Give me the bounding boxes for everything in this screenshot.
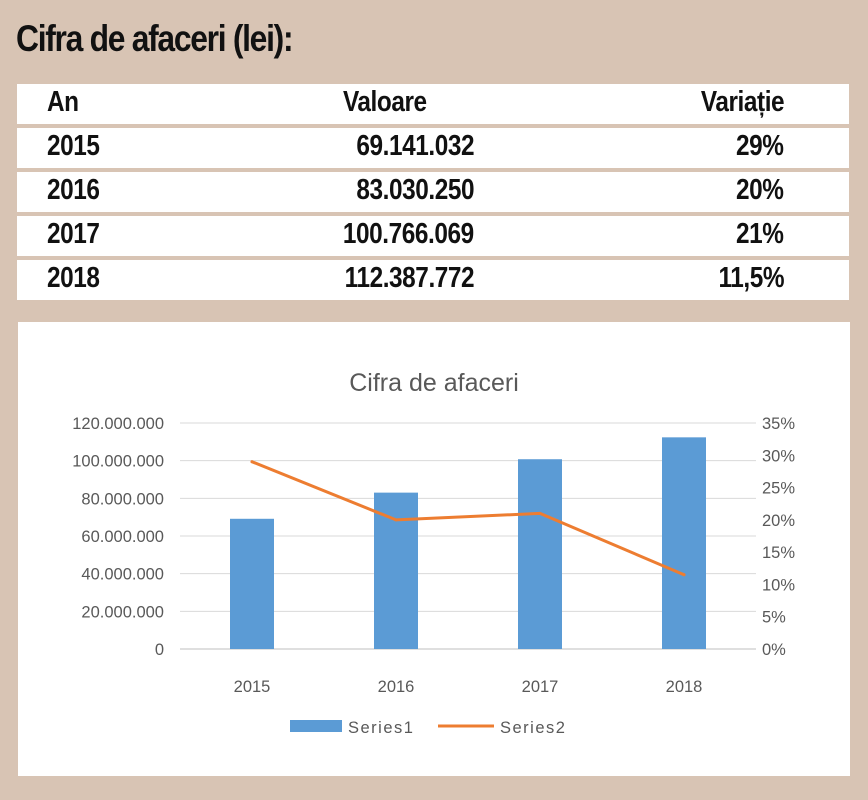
- cell-value: 83.030.250: [356, 174, 474, 206]
- table-row: 2017 100.766.069 21%: [17, 216, 849, 256]
- x-tick-label: 2015: [234, 678, 271, 696]
- y-tick-label: 100.000.000: [72, 453, 164, 471]
- y2-tick-label: 25%: [762, 480, 795, 498]
- cell-year: 2015: [47, 130, 100, 162]
- legend-series1-swatch: [290, 720, 342, 732]
- table-row: 2018 112.387.772 11,5%: [17, 260, 849, 300]
- y2-tick-label: 10%: [762, 576, 795, 594]
- y2-tick-label: 30%: [762, 447, 795, 465]
- y-tick-label: 60.000.000: [81, 528, 164, 546]
- header-variation: Variație: [700, 86, 785, 118]
- data-table: An Valoare Variație 2015 69.141.032 29% …: [17, 84, 849, 304]
- chart-container: Cifra de afaceri 0 20.000.000 40.000.000 60.…: [18, 322, 850, 776]
- y2-tick-label: 20%: [762, 512, 795, 530]
- combo-chart: Cifra de afaceri 0 20.000.000 40.000.000 60.…: [72, 369, 795, 737]
- y-tick-label: 0: [155, 641, 164, 659]
- line-series2: [250, 460, 686, 577]
- bar-2016: [374, 492, 418, 649]
- header-year: An: [47, 86, 79, 118]
- cell-year: 2017: [47, 218, 100, 250]
- table-row: 2015 69.141.032 29%: [17, 128, 849, 168]
- y2-tick-label: 0%: [762, 641, 786, 659]
- cell-value: 100.766.069: [343, 218, 474, 250]
- cell-variation: 20%: [736, 174, 785, 206]
- cell-variation: 21%: [736, 218, 785, 250]
- y-tick-label: 80.000.000: [81, 490, 164, 508]
- table-header-row: An Valoare Variație: [17, 84, 849, 124]
- line-point-2017: [538, 511, 542, 515]
- y2-tick-label: 5%: [762, 609, 786, 627]
- cell-variation: 29%: [736, 130, 785, 162]
- x-tick-label: 2017: [522, 678, 559, 696]
- legend-series1-label: Series1: [348, 719, 414, 737]
- y2-tick-label: 15%: [762, 544, 795, 562]
- cell-year: 2018: [47, 262, 100, 294]
- cell-variation: 11,5%: [718, 262, 784, 294]
- line-point-2016: [394, 518, 398, 522]
- y-tick-label: 40.000.000: [81, 566, 164, 584]
- line-point-2015: [250, 460, 254, 464]
- y2-tick-label: 35%: [762, 415, 795, 433]
- cell-value: 112.387.772: [344, 262, 474, 294]
- cell-value: 69.141.032: [356, 130, 474, 162]
- table-row: 2016 83.030.250 20%: [17, 172, 849, 212]
- bar-2015: [230, 518, 274, 649]
- header-value: Valoare: [343, 86, 427, 118]
- x-tick-label: 2018: [666, 678, 703, 696]
- x-tick-label: 2016: [378, 678, 415, 696]
- line-point-2018: [682, 573, 686, 577]
- y-tick-label: 20.000.000: [81, 603, 164, 621]
- bar-2018: [662, 437, 706, 649]
- page-title: Cifra de afaceri (lei):: [16, 18, 294, 59]
- bar-2017: [518, 459, 562, 649]
- cell-year: 2016: [47, 174, 100, 206]
- legend-series2-label: Series2: [500, 719, 566, 737]
- y-tick-label: 120.000.000: [72, 415, 164, 433]
- chart-title: Cifra de afaceri: [349, 369, 519, 397]
